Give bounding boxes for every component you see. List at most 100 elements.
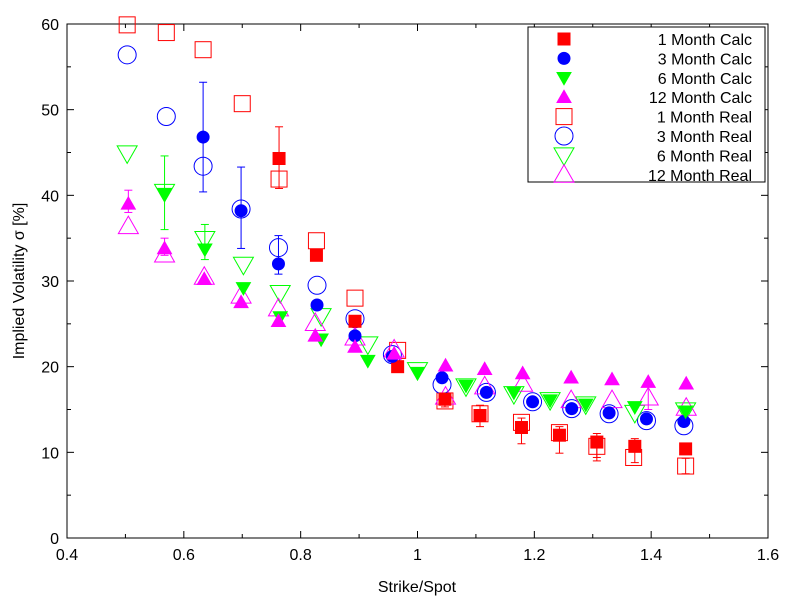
x-axis-label: Strike/Spot — [378, 579, 457, 596]
data-point — [503, 386, 525, 406]
legend-marker — [553, 163, 575, 183]
y-tick-label: 10 — [41, 445, 59, 462]
data-point — [628, 439, 642, 453]
legend-marker — [553, 147, 575, 167]
data-point — [270, 313, 287, 328]
data-point — [194, 41, 212, 59]
data-point — [552, 428, 566, 442]
data-point — [233, 95, 251, 113]
legend-label: 12 Month Calc — [649, 90, 752, 107]
data-point — [270, 170, 288, 188]
series-3-month-calc — [196, 81, 691, 428]
data-point — [677, 414, 691, 428]
data-point — [269, 284, 292, 305]
y-tick-label: 60 — [41, 17, 59, 34]
y-tick-label: 20 — [41, 360, 59, 377]
data-point — [156, 107, 176, 127]
legend-label: 3 Month Calc — [658, 51, 752, 68]
legend-label: 6 Month Calc — [658, 71, 752, 88]
data-point — [157, 24, 175, 42]
legend-marker — [555, 108, 573, 126]
legend-marker — [557, 32, 571, 46]
data-point — [473, 408, 487, 422]
data-point — [346, 289, 364, 307]
data-point — [565, 402, 579, 416]
data-point — [542, 394, 558, 409]
data-point — [604, 371, 620, 386]
data-point — [196, 130, 210, 144]
data-point — [307, 327, 324, 342]
legend-box — [527, 26, 766, 183]
data-point — [677, 457, 695, 475]
data-point — [117, 45, 137, 65]
data-point — [539, 392, 561, 412]
legend-label: 1 Month Calc — [658, 32, 752, 49]
data-point — [599, 404, 619, 424]
y-tick-label: 40 — [41, 188, 59, 205]
legend: 1 Month Calc 3 Month Calc 6 Month Calc 12 M… — [527, 26, 766, 185]
data-point — [271, 257, 285, 271]
data-point — [511, 372, 534, 392]
data-layer — [116, 16, 698, 475]
data-point — [562, 399, 582, 419]
legend-marker — [556, 72, 572, 86]
data-point — [437, 357, 454, 372]
data-point — [117, 215, 140, 235]
data-point — [356, 336, 379, 356]
x-tick-label: 1.4 — [640, 547, 662, 564]
y-tick-label: 30 — [41, 274, 59, 291]
legend-marker — [556, 89, 572, 103]
data-point — [435, 371, 449, 385]
y-axis-label: Implied Volatility σ [%] — [11, 203, 28, 360]
legend-marker — [557, 51, 571, 65]
data-point — [602, 406, 616, 420]
data-point — [590, 435, 604, 449]
data-point — [514, 420, 528, 434]
data-point — [679, 442, 693, 456]
x-tick-label: 1.2 — [523, 547, 545, 564]
data-point — [523, 392, 543, 412]
data-point — [156, 187, 173, 202]
data-point — [307, 232, 325, 250]
data-point — [678, 375, 695, 390]
data-point — [348, 314, 362, 328]
data-point — [514, 365, 531, 380]
data-point — [359, 354, 376, 369]
x-tick-label: 1 — [413, 547, 422, 564]
data-point — [347, 338, 363, 353]
data-point — [309, 248, 323, 262]
data-point — [476, 382, 496, 402]
data-point — [526, 395, 540, 409]
data-point — [640, 374, 657, 388]
x-tick-label: 0.6 — [173, 547, 195, 564]
data-point — [196, 271, 213, 286]
data-point — [674, 402, 697, 422]
series-12-month-calc — [120, 189, 695, 390]
data-point — [476, 361, 493, 375]
data-point — [563, 369, 579, 384]
data-point — [391, 360, 405, 374]
legend-marker — [554, 126, 574, 146]
data-point — [677, 405, 694, 420]
data-point — [386, 345, 402, 360]
data-point — [409, 366, 426, 381]
data-point — [626, 401, 643, 415]
data-point — [636, 411, 656, 431]
data-point — [233, 294, 249, 309]
legend-label: 3 Month Real — [657, 129, 752, 146]
data-point — [574, 396, 597, 416]
data-point — [307, 275, 327, 295]
legend-label: 1 Month Real — [657, 110, 752, 127]
data-point — [234, 204, 248, 218]
data-point — [197, 243, 213, 258]
x-tick-label: 0.8 — [290, 547, 312, 564]
data-point — [458, 379, 474, 394]
data-point — [506, 386, 522, 401]
series-1-month-calc — [272, 151, 693, 464]
series-6-month-real — [116, 145, 697, 424]
data-point — [232, 256, 255, 276]
data-point — [120, 195, 137, 210]
axes: 0.4 0.6 0.8 1 1.2 1.4 1.6 0 10 20 30 40 50 60 — [41, 17, 779, 564]
legend-label: 6 Month Real — [657, 148, 752, 165]
